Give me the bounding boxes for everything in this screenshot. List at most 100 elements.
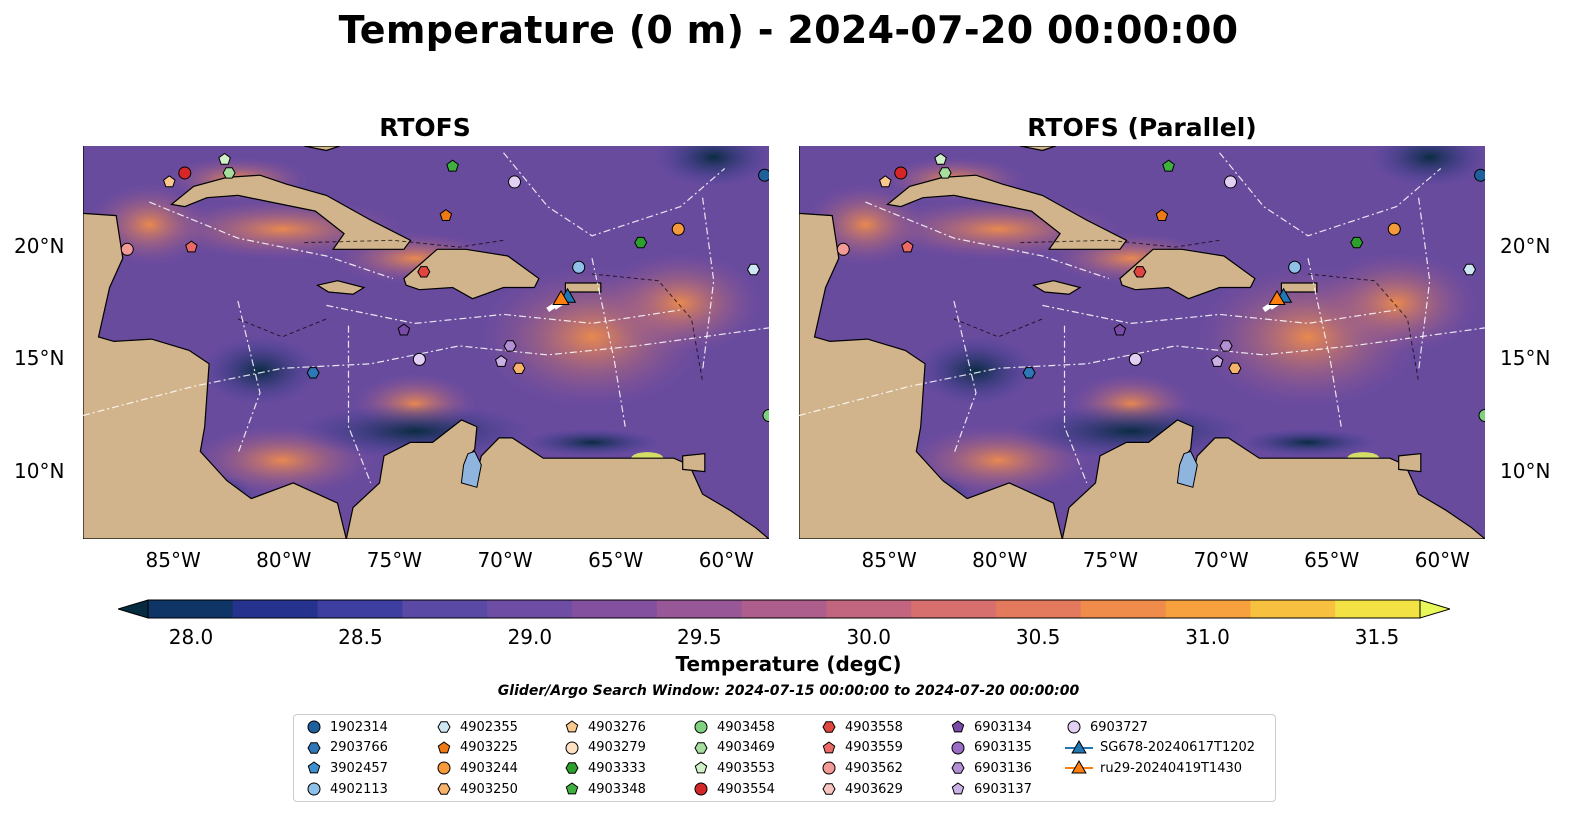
legend-label: 4903554: [717, 781, 775, 797]
float-marker-4903458: [1478, 408, 1485, 422]
legend-shape: [951, 741, 965, 755]
legend: 1902314 2903766 3902457 4902113 4902355 49032…: [293, 714, 1276, 802]
legend-shape: [437, 741, 451, 754]
legend-item: 4903562: [819, 758, 903, 778]
legend-shape: [694, 741, 708, 754]
float-marker-2903766: [306, 367, 320, 379]
legend-item: 4903276: [562, 717, 646, 737]
legend-item: 6903136: [948, 758, 1032, 778]
legend-label: 2903766: [330, 740, 388, 756]
legend-item: 4903458: [691, 717, 775, 737]
land-trinidad: [1398, 453, 1422, 473]
search-window-text: Glider/Argo Search Window: 2024-07-15 00…: [497, 683, 1080, 699]
legend-shape: [694, 782, 708, 796]
lat-tick-label: 15°N: [1500, 346, 1551, 371]
pentagon-marker-icon: [307, 761, 321, 774]
legend-shape: [565, 720, 579, 733]
lon-tick-label: 85°W: [861, 548, 917, 572]
float-marker-4903559: [901, 240, 914, 253]
float-marker-4903558: [417, 266, 431, 278]
glider-marker-ru29-20240419T1430: [1268, 290, 1286, 305]
legend-label: SG678-20240617T1202: [1100, 740, 1256, 756]
colorbar-tick-label: 31.5: [1354, 625, 1400, 649]
lon-tick-label: 65°W: [588, 548, 644, 572]
float-marker-4902355: [746, 263, 761, 276]
legend-item: 6903135: [948, 738, 1032, 758]
float-marker-6903727b: [412, 352, 426, 366]
pentagon-marker-icon: [822, 741, 836, 754]
float-marker-4903553: [934, 152, 947, 165]
land-puertoRico: [564, 282, 602, 293]
float-marker-4903333: [634, 236, 648, 249]
lat-tick-label: 10°N: [1500, 458, 1551, 483]
float-marker-6903136: [1219, 340, 1233, 352]
legend-shape: [951, 762, 965, 775]
map-panel-rtofs[interactable]: [83, 146, 769, 539]
legend-label: 4903629: [845, 781, 903, 797]
legend-item: 4903629: [819, 779, 903, 799]
legend-item: 6903727: [1064, 717, 1148, 737]
legend-item: SG678-20240617T1202: [1064, 738, 1255, 758]
lon-tick-label: 80°W: [256, 548, 312, 572]
legend-item: 4903225: [434, 738, 518, 758]
circle-marker-icon: [694, 782, 708, 796]
hexagon-marker-icon: [822, 721, 836, 733]
colorbar-tick-label: 31.0: [1185, 625, 1230, 649]
lon-tick-label: 65°W: [1304, 548, 1360, 572]
legend-shape: [822, 721, 836, 733]
legend-item: 4903279: [562, 738, 646, 758]
lon-tick-label: 75°W: [366, 548, 423, 572]
hexagon-marker-icon: [565, 762, 579, 775]
hexagon-marker-icon: [694, 741, 708, 754]
legend-label: 4903348: [588, 781, 646, 797]
legend-shape: [307, 782, 321, 796]
land-cuba: [170, 174, 412, 250]
legend-shape: [437, 721, 451, 733]
land-bahama: [1020, 146, 1056, 152]
land-southAmerica: [1061, 419, 1485, 539]
legend-item: 4903348: [562, 779, 646, 799]
float-marker-4903250: [512, 362, 526, 374]
colorbar-tick-label: 29.0: [507, 625, 553, 649]
legend-label: 6903135: [974, 740, 1032, 756]
float-marker-4903562: [836, 242, 850, 256]
pentagon-marker-icon: [951, 720, 965, 733]
legend-item: 4903244: [434, 758, 518, 778]
legend-label: 4903244: [460, 760, 518, 776]
legend-label: 4903553: [717, 760, 775, 776]
pentagon-marker-icon: [437, 741, 451, 754]
float-marker-4903559: [185, 240, 198, 253]
float-marker-4903553: [218, 152, 231, 165]
colorbar-tick-label: 30.5: [1015, 625, 1061, 649]
float-marker-4903562: [120, 242, 134, 256]
land-jamaica: [1032, 280, 1082, 295]
legend-shape: [565, 762, 579, 775]
lon-tick-label: 70°W: [477, 548, 533, 572]
legend-item: ru29-20240419T1430: [1064, 758, 1242, 778]
circle-marker-icon: [694, 720, 708, 734]
land-bahama: [304, 146, 340, 152]
land-southAmerica: [345, 419, 769, 539]
lon-tick-label: 60°W: [1414, 548, 1470, 572]
float-marker-4903225: [1155, 208, 1169, 221]
legend-item: 6903137: [948, 779, 1032, 799]
legend-item: 2903766: [304, 738, 388, 758]
legend-shape: [694, 761, 708, 774]
legend-shape: [565, 782, 579, 795]
legend-shape: [694, 720, 708, 734]
land-jamaica: [316, 280, 366, 295]
lon-tick-label: 70°W: [1193, 548, 1249, 572]
pentagon-marker-icon: [694, 761, 708, 774]
legend-shape: [951, 720, 965, 733]
legend-label: 6903134: [974, 719, 1032, 735]
float-marker-4902113: [572, 260, 586, 274]
legend-label: 4903225: [460, 740, 518, 756]
legend-item: 4903250: [434, 779, 518, 799]
lat-tick-label: 10°N: [14, 458, 65, 483]
float-marker-4903458: [762, 408, 769, 422]
map-panel-rtofs-parallel[interactable]: [799, 146, 1485, 539]
map-canvas: [799, 146, 1485, 539]
float-marker-6903137: [1210, 354, 1224, 367]
legend-label: 4903276: [588, 719, 646, 735]
legend-item: 3902457: [304, 758, 388, 778]
